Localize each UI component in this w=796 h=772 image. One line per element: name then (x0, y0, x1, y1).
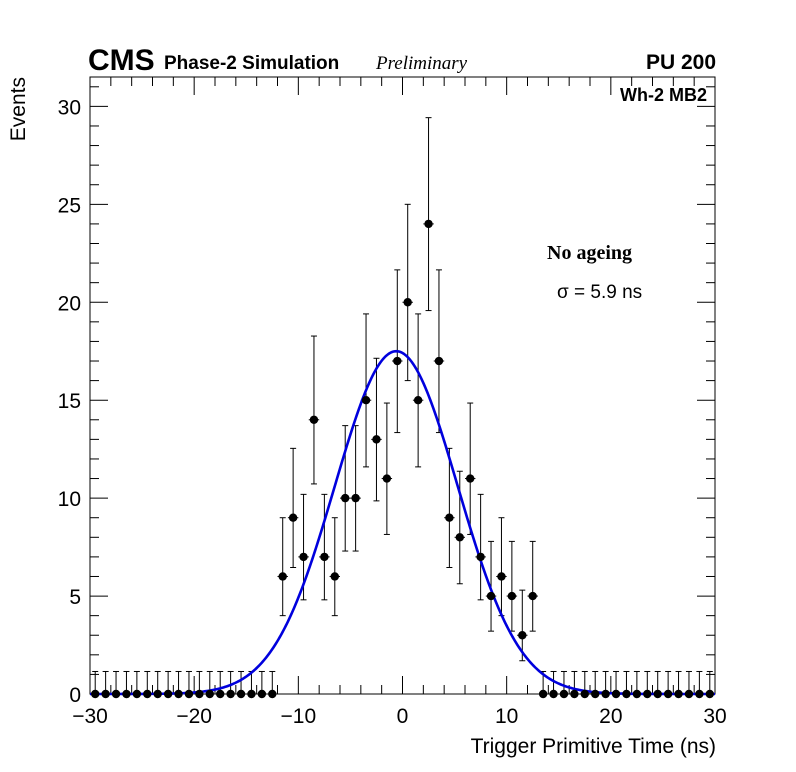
data-point (320, 552, 329, 562)
data-point (424, 219, 433, 229)
axis-ticks (89, 77, 716, 695)
data-point (330, 572, 339, 581)
data-point (497, 572, 506, 581)
data-point (174, 689, 183, 699)
data-point (184, 689, 194, 699)
data-point (257, 689, 267, 699)
legend-title: No ageing (547, 242, 632, 264)
error-bars (90, 117, 715, 695)
data-point (622, 689, 631, 699)
data-point (684, 689, 694, 699)
data-point (518, 631, 527, 640)
data-point (372, 435, 381, 444)
data-point (476, 552, 485, 562)
x-axis-label: Trigger Primitive Time (ns) (471, 735, 716, 758)
data-point (111, 689, 121, 699)
chamber-label: Wh-2 MB2 (620, 85, 707, 105)
data-point (403, 298, 412, 307)
data-point (663, 689, 673, 699)
data-point (382, 474, 392, 483)
data-point (528, 591, 537, 601)
data-point (143, 689, 152, 699)
data-point (288, 513, 298, 522)
data-point (611, 689, 621, 699)
data-point (163, 689, 173, 699)
data-point (486, 591, 496, 601)
data-point (591, 689, 600, 699)
data-point (101, 689, 110, 699)
data-point (278, 572, 287, 581)
status-label: Preliminary (375, 53, 468, 74)
x-tick-label: 20 (599, 705, 622, 728)
data-point (236, 689, 246, 699)
x-tick-label: 0 (397, 705, 409, 728)
data-point (674, 689, 683, 699)
data-point (695, 689, 704, 699)
data-point (195, 689, 204, 699)
x-tick-label: 30 (703, 705, 726, 728)
data-points (91, 219, 714, 699)
data-point (393, 356, 402, 366)
x-tick-label: 10 (495, 705, 518, 728)
y-tick-label: 15 (58, 390, 81, 413)
data-point (507, 591, 517, 601)
y-tick-label: 20 (58, 292, 81, 315)
data-point (580, 689, 589, 699)
y-tick-label: 5 (69, 586, 81, 609)
cms-label: CMS (88, 44, 155, 77)
data-point (226, 689, 235, 699)
data-point (413, 395, 423, 405)
data-point (153, 689, 162, 699)
data-point (268, 689, 277, 699)
data-point (341, 493, 350, 503)
data-point (309, 415, 319, 424)
data-point (653, 689, 662, 699)
data-point (361, 395, 371, 405)
data-point (705, 689, 714, 699)
data-point (538, 689, 548, 699)
data-point (434, 356, 444, 366)
plot-frame (89, 76, 716, 695)
x-tick-label: −20 (176, 705, 212, 728)
data-point (205, 689, 214, 699)
data-point (643, 689, 652, 699)
pileup-label: PU 200 (646, 51, 716, 74)
tick-labels: −30 −20 −10 0 10 20 30 0 5 10 15 20 25 30 (58, 96, 727, 728)
x-tick-label: −10 (281, 705, 317, 728)
data-point (445, 513, 454, 522)
data-point (455, 533, 464, 542)
y-axis-label: Events (7, 77, 30, 141)
gaussian-fit-line (90, 349, 715, 696)
data-point (601, 689, 610, 699)
data-point (549, 689, 558, 699)
data-point (91, 689, 100, 699)
y-tick-label: 10 (58, 488, 81, 511)
data-point (299, 552, 308, 562)
data-point (132, 689, 142, 699)
y-tick-label: 0 (69, 684, 81, 707)
subtitle-label: Phase-2 Simulation (164, 53, 339, 74)
y-tick-label: 30 (58, 96, 81, 119)
data-point (559, 689, 569, 699)
x-tick-label: −30 (72, 705, 108, 728)
data-point (466, 474, 475, 483)
data-point (247, 689, 256, 699)
data-point (632, 689, 642, 699)
data-point (122, 689, 131, 699)
data-point (570, 689, 579, 699)
data-point (351, 493, 360, 503)
y-tick-label: 25 (58, 194, 81, 217)
data-point (216, 689, 225, 699)
sigma-label: σ = 5.9 ns (557, 282, 642, 303)
